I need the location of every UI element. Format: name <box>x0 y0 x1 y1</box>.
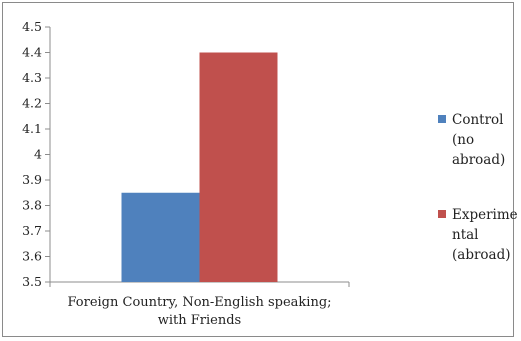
y-tick-label: 3.9 <box>22 172 42 187</box>
y-tick-label: 4 <box>34 147 42 162</box>
legend: Control (no abroad) Experime ntal (abroad) <box>438 112 518 263</box>
y-tick-label: 3.7 <box>22 223 42 238</box>
x-axis <box>49 281 350 287</box>
bar-experimental <box>199 52 278 282</box>
y-tick-label: 4.4 <box>22 45 42 60</box>
x-category-label: Foreign Country, Non-English speaking; <box>67 295 331 310</box>
legend-label: (abroad) <box>452 247 511 263</box>
y-tick-label: 3.6 <box>22 249 42 264</box>
legend-swatch-control <box>438 115 446 123</box>
y-tick-label: 4.3 <box>22 70 42 85</box>
bars <box>121 52 278 282</box>
y-tick-label: 3.5 <box>22 274 42 289</box>
y-axis: 3.5 3.6 3.7 3.8 3.9 4 4.1 4.2 4.3 4.4 4.5 <box>22 19 51 289</box>
category-labels: Foreign Country, Non-English speaking; wi… <box>67 295 331 328</box>
legend-label: (no <box>452 132 474 148</box>
legend-label: Experime <box>452 207 518 223</box>
legend-label: abroad) <box>452 152 505 168</box>
legend-swatch-experimental <box>438 210 446 218</box>
legend-label: Control <box>452 112 503 128</box>
y-tick-label: 4.5 <box>22 19 42 34</box>
y-tick-label: 3.8 <box>22 198 42 213</box>
bar-control <box>121 192 200 282</box>
y-tick-label: 4.1 <box>22 121 42 136</box>
x-category-label: with Friends <box>158 313 241 328</box>
legend-label: ntal <box>452 227 479 243</box>
y-tick-label: 4.2 <box>22 96 42 111</box>
